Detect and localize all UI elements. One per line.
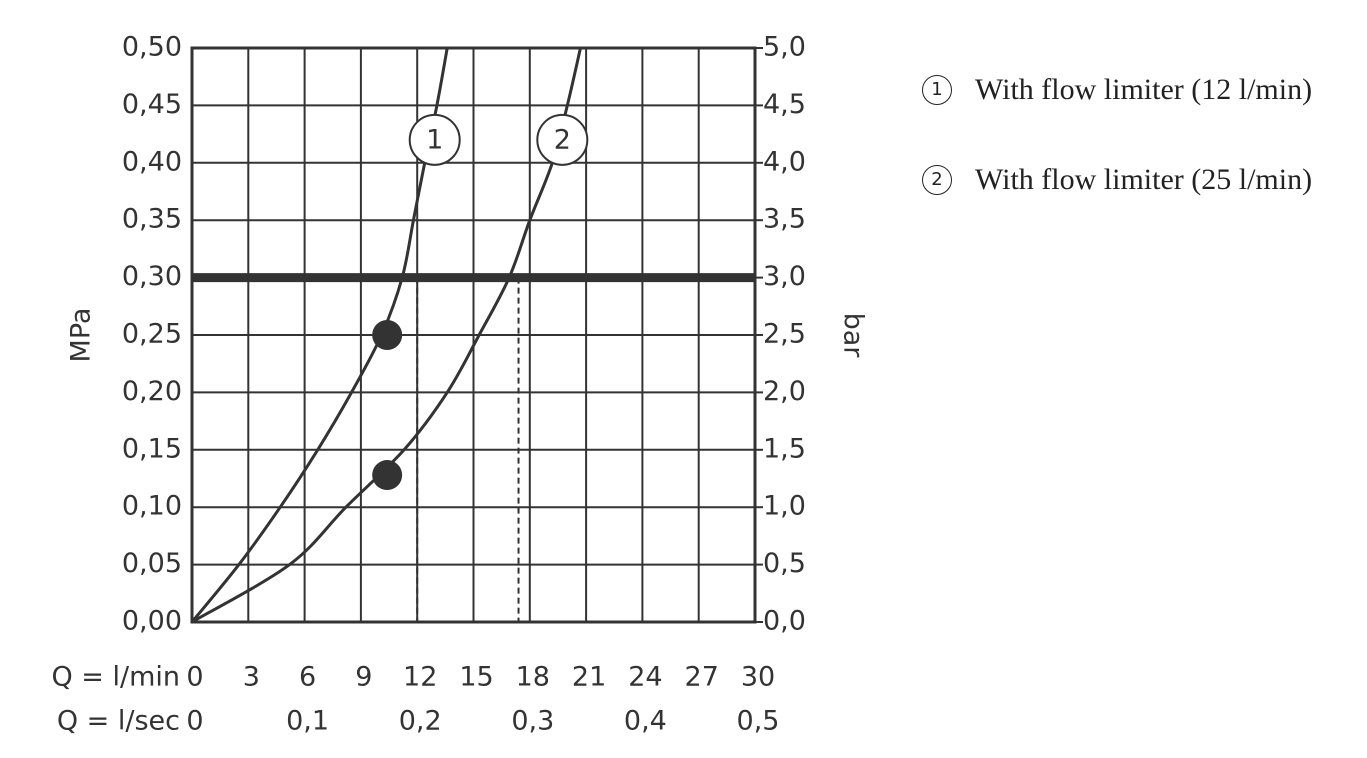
plot-frame — [190, 46, 757, 624]
y-axis-label: MPa — [66, 308, 97, 363]
y2-tick-label: 5,0 — [763, 32, 806, 63]
legend-label: With flow limiter (25 l/min) — [975, 163, 1313, 196]
y-tick-label: 0,05 — [122, 548, 182, 579]
x-tick-label: 0 — [186, 662, 203, 693]
legend-marker: 1 — [922, 75, 952, 105]
y2-tick-label: 3,0 — [763, 261, 806, 292]
y-tick-label: 0,30 — [122, 261, 182, 292]
curve-label-circle — [408, 113, 461, 166]
y2-tick-label: 4,5 — [763, 89, 806, 120]
y2-tick-label: 1,0 — [763, 491, 806, 522]
y-tick-label: 0,20 — [122, 376, 182, 407]
x2-axis-label: Q = l/sec — [57, 706, 180, 737]
x-tick-label: 12 — [403, 662, 437, 693]
y-tick-label: 0,10 — [122, 491, 182, 522]
operating-point — [372, 320, 403, 350]
y-tick-label: 0,15 — [122, 433, 182, 464]
x-tick-label: 3 — [243, 662, 260, 693]
y-tick-label: 0,40 — [122, 146, 182, 177]
operating-point — [372, 460, 403, 491]
x2-tick-label: 0,1 — [286, 706, 329, 737]
curve-label: 1 — [426, 124, 443, 155]
legend-label: With flow limiter (12 l/min) — [975, 73, 1313, 106]
y-tick-label: 0,25 — [122, 319, 182, 350]
x-tick-label: 9 — [355, 662, 372, 693]
y2-tick-label: 2,5 — [763, 319, 806, 350]
x2-tick-label: 0,3 — [511, 706, 554, 737]
y-tick-label: 0,00 — [122, 606, 182, 637]
x-tick-label: 15 — [459, 662, 493, 693]
y2-tick-label: 2,0 — [763, 376, 806, 407]
y2-tick-label: 0,5 — [763, 548, 806, 579]
y-tick-label: 0,50 — [122, 32, 182, 63]
curve-label: 2 — [554, 124, 571, 155]
x-tick-label: 30 — [741, 662, 775, 693]
x-tick-label: 24 — [628, 662, 662, 693]
y2-tick-label: 3,5 — [763, 204, 806, 235]
x2-tick-label: 0 — [186, 706, 203, 737]
y-tick-label: 0,45 — [122, 89, 182, 120]
y-tick-label: 0,35 — [122, 204, 182, 235]
y2-axis-label: bar — [838, 313, 869, 359]
x2-tick-label: 0,4 — [624, 706, 667, 737]
x2-tick-label: 0,5 — [737, 706, 780, 737]
x2-tick-label: 0,2 — [399, 706, 442, 737]
x-tick-label: 18 — [516, 662, 550, 693]
y2-tick-label: 1,5 — [763, 433, 806, 464]
curve-label-circle — [536, 113, 589, 166]
y2-tick-label: 4,0 — [763, 146, 806, 177]
y2-tick-label: 0,0 — [763, 606, 806, 637]
legend-marker: 2 — [922, 165, 952, 195]
x-tick-label: 27 — [685, 662, 719, 693]
x-tick-label: 6 — [299, 662, 316, 693]
x-tick-label: 21 — [572, 662, 606, 693]
x-axis-label: Q = l/min — [51, 662, 180, 693]
